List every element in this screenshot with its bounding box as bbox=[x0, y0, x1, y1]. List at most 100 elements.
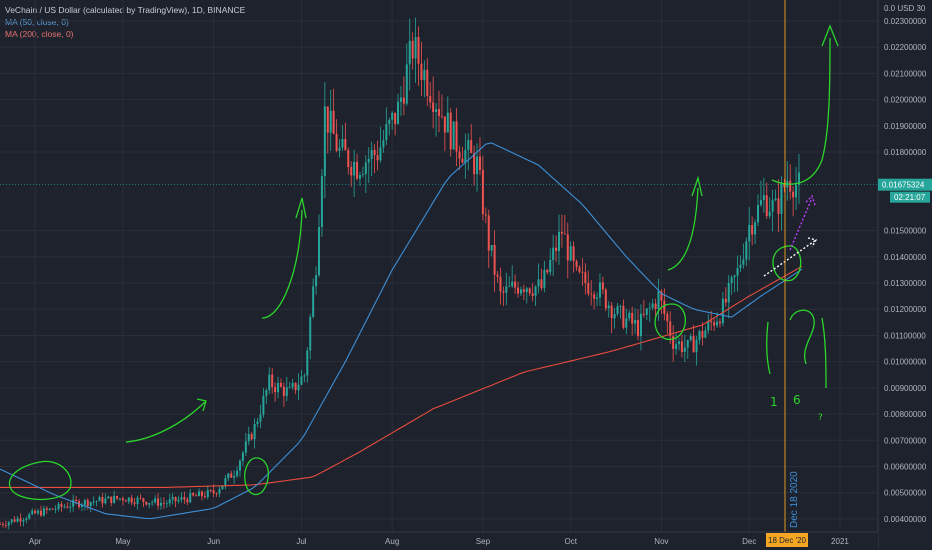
candle-body bbox=[312, 286, 315, 317]
ma200-line bbox=[0, 265, 803, 488]
candle-body bbox=[601, 282, 604, 290]
candle-body bbox=[291, 382, 294, 388]
candle-body bbox=[221, 485, 224, 490]
candle-body bbox=[1, 524, 4, 526]
candle-body bbox=[300, 376, 303, 385]
candle-body bbox=[680, 341, 683, 352]
candle-body bbox=[86, 500, 89, 507]
candle-body bbox=[370, 149, 373, 159]
y-tick-label: 0.02000000 bbox=[884, 96, 927, 105]
candle-body bbox=[206, 490, 209, 498]
candle-body bbox=[212, 490, 215, 494]
candle-body bbox=[695, 339, 698, 353]
candle-body bbox=[192, 493, 195, 496]
candle-body bbox=[113, 495, 116, 503]
candle-body bbox=[288, 387, 291, 388]
candle-body bbox=[593, 294, 596, 299]
candle-body bbox=[701, 331, 704, 338]
candle-body bbox=[762, 195, 765, 201]
y-tick-label: 0.00800000 bbox=[884, 410, 927, 419]
candle-body bbox=[467, 140, 470, 150]
candle-body bbox=[297, 384, 300, 391]
candle-body bbox=[449, 112, 452, 150]
candle-body bbox=[116, 495, 119, 499]
y-tick-label: 0.01500000 bbox=[884, 227, 927, 236]
candle-body bbox=[408, 40, 411, 65]
candle-body bbox=[648, 307, 651, 309]
candle-body bbox=[124, 500, 127, 502]
candle-body bbox=[241, 452, 244, 461]
candle-body bbox=[332, 110, 335, 134]
annotation-text-6: 6 bbox=[793, 393, 801, 407]
candle-body bbox=[271, 374, 274, 387]
candle-body bbox=[253, 424, 256, 440]
x-tick-label: Jun bbox=[207, 537, 220, 546]
candle-body bbox=[675, 344, 678, 349]
candle-body bbox=[285, 387, 288, 397]
candle-body bbox=[329, 110, 332, 133]
candle-body bbox=[31, 510, 34, 515]
candle-body bbox=[180, 497, 183, 500]
candle-body bbox=[797, 172, 800, 185]
candle-body bbox=[4, 525, 7, 526]
candle-body bbox=[133, 502, 136, 504]
y-tick-label: 0.01200000 bbox=[884, 305, 927, 314]
candle-body bbox=[189, 493, 192, 503]
candle-body bbox=[165, 503, 168, 505]
candlesticks bbox=[0, 17, 800, 530]
y-tick-label: 0.00400000 bbox=[884, 515, 927, 524]
candle-body bbox=[613, 313, 616, 319]
drawn-circle-dec bbox=[772, 245, 802, 282]
candle-body bbox=[66, 506, 69, 508]
candle-body bbox=[177, 499, 180, 502]
legend-ma200: MA (200, close, 0) bbox=[5, 29, 74, 39]
candle-body bbox=[780, 183, 783, 214]
ma50-line bbox=[0, 142, 803, 520]
candle-body bbox=[48, 508, 51, 510]
candle-body bbox=[432, 102, 435, 112]
candle-body bbox=[89, 502, 92, 507]
candle-body bbox=[238, 460, 241, 471]
candle-body bbox=[367, 158, 370, 163]
candle-body bbox=[566, 234, 569, 261]
candle-body bbox=[789, 180, 792, 192]
y-tick-label: 0.02200000 bbox=[884, 43, 927, 52]
candle-body bbox=[470, 140, 473, 153]
y-tick-label: 0.01900000 bbox=[884, 122, 927, 131]
candle-body bbox=[203, 496, 206, 498]
candle-body bbox=[148, 503, 151, 505]
candle-body bbox=[335, 133, 338, 151]
candle-body bbox=[543, 269, 546, 289]
candle-body bbox=[619, 305, 622, 307]
candle-body bbox=[411, 40, 414, 59]
candle-body bbox=[294, 382, 297, 391]
candle-body bbox=[256, 421, 259, 425]
candle-body bbox=[610, 305, 613, 319]
crosshair-date-tag bbox=[766, 533, 808, 547]
candle-body bbox=[616, 306, 619, 314]
drawn-bracket-left bbox=[766, 321, 771, 375]
candle-body bbox=[236, 470, 239, 476]
candle-body bbox=[443, 116, 446, 133]
chart-legend: VeChain / US Dollar (calculated by Tradi… bbox=[5, 4, 245, 40]
candle-body bbox=[42, 508, 45, 516]
candle-body bbox=[320, 176, 323, 227]
candle-body bbox=[534, 286, 537, 296]
candle-body bbox=[461, 158, 464, 163]
candle-body bbox=[7, 522, 10, 526]
candle-body bbox=[426, 69, 429, 96]
candle-body bbox=[388, 119, 391, 125]
x-tick-label: Sep bbox=[476, 537, 491, 546]
candle-body bbox=[581, 271, 584, 273]
candle-body bbox=[142, 498, 145, 502]
candle-body bbox=[710, 321, 713, 323]
candle-body bbox=[145, 501, 148, 505]
candle-body bbox=[487, 215, 490, 251]
candle-body bbox=[672, 336, 675, 349]
candle-body bbox=[279, 382, 282, 387]
candle-body bbox=[452, 121, 455, 150]
candle-body bbox=[683, 347, 686, 352]
y-tick-label: 0.02100000 bbox=[884, 69, 927, 78]
candle-body bbox=[663, 300, 666, 314]
